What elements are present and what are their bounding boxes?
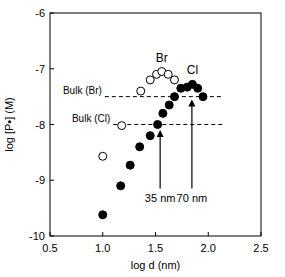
y-axis-title: log [P•] (M) (3, 97, 15, 152)
y-tick-label: -8 (35, 119, 45, 131)
x-tick-label: 1.5 (148, 242, 163, 254)
x-tick (50, 232, 51, 236)
y-tick-label: -6 (35, 7, 45, 19)
x-tick-label: 0.5 (42, 242, 57, 254)
reference-line (113, 124, 224, 125)
data-point (99, 211, 107, 219)
x-tick-label: 1.0 (95, 242, 110, 254)
data-point (136, 143, 144, 151)
y-tick (50, 68, 54, 69)
reference-label: Bulk (Cl) (72, 113, 110, 124)
plot-frame (50, 13, 261, 236)
arrow-shaft (160, 136, 161, 189)
data-point (194, 84, 202, 92)
x-tick (208, 232, 209, 236)
data-point (159, 109, 167, 117)
arrow-label: 70 nm (177, 192, 208, 204)
y-tick (50, 236, 54, 237)
x-axis-title: log d (nm) (131, 259, 181, 271)
data-point (146, 132, 154, 140)
arrow-label: 35 nm (145, 192, 176, 204)
data-point (170, 93, 178, 101)
x-tick-label: 2.0 (201, 242, 216, 254)
x-tick (261, 232, 262, 236)
y-tick-label: -10 (29, 230, 45, 242)
reference-label: Bulk (Br) (63, 85, 102, 96)
x-tick (102, 232, 103, 236)
data-point (126, 161, 134, 169)
y-tick (50, 124, 54, 125)
data-point (154, 121, 162, 129)
arrow-head (188, 99, 195, 106)
data-point (165, 101, 173, 109)
y-tick-label: -9 (35, 174, 45, 186)
arrow-head (157, 130, 164, 137)
y-tick (50, 13, 54, 14)
data-point (199, 93, 207, 101)
y-tick-label: -7 (35, 63, 45, 75)
series-label: Cl (187, 63, 198, 77)
data-point (170, 76, 178, 84)
plot-area (99, 68, 224, 219)
x-tick (155, 232, 156, 236)
series-label: Br (156, 51, 168, 65)
arrow-shaft (191, 105, 192, 188)
data-point (117, 182, 125, 190)
data-point (137, 87, 145, 95)
chart: 0.5 1.0 1.5 2.0 2.5 -10 -9 -8 -7 -6 log d (nm) log … (0, 0, 285, 277)
x-tick-label: 2.5 (253, 242, 268, 254)
data-point (118, 122, 126, 130)
data-point (99, 152, 107, 160)
y-tick (50, 180, 54, 181)
